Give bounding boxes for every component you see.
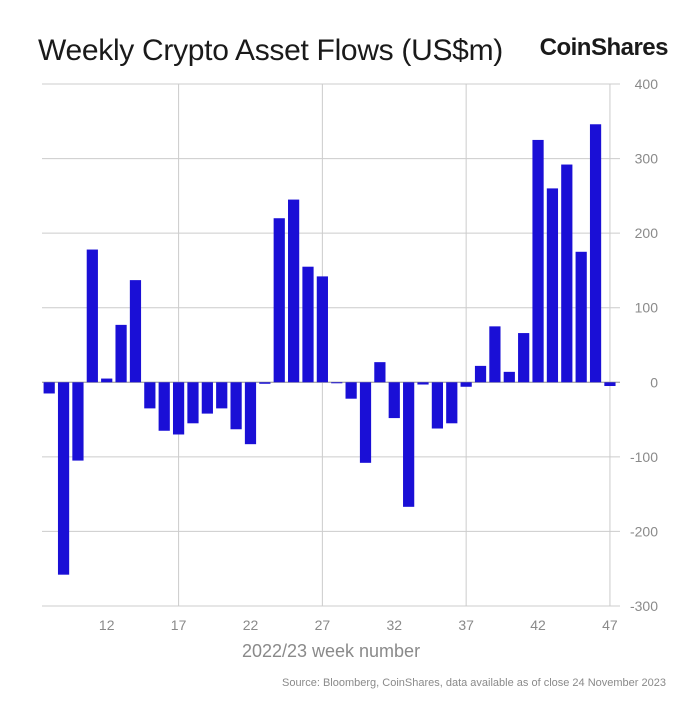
bar-week-47: [604, 382, 616, 387]
bar-week-17: [172, 382, 185, 435]
x-tick-label: 37: [458, 617, 474, 633]
y-tick-label: -200: [630, 523, 658, 539]
bar-week-27: [316, 276, 328, 383]
bar-week-22: [244, 382, 257, 445]
y-axis-ticks: 400 300 200 100 0 -100 -200 -300: [630, 76, 658, 614]
bar-week-33: [403, 382, 415, 507]
bar-week-9: [57, 382, 70, 575]
source-note: Source: Bloomberg, CoinShares, data avai…: [281, 677, 666, 689]
y-tick-label: 300: [635, 151, 659, 167]
bar-week-37: [460, 382, 472, 387]
x-axis-label: 2022/23 week number: [242, 641, 420, 661]
bar-week-23: [259, 382, 271, 384]
y-tick-label: -300: [630, 598, 658, 614]
bar-week-44: [561, 164, 573, 383]
bar-week-14: [129, 280, 142, 383]
x-tick-label: 47: [602, 617, 618, 633]
x-tick-label: 42: [530, 617, 546, 633]
bar-week-21: [230, 382, 242, 430]
bar-week-13: [115, 324, 127, 383]
x-tick-label: 27: [315, 617, 331, 633]
bar-week-30: [359, 382, 372, 463]
bar-week-18: [187, 382, 199, 424]
bar-week-39: [489, 326, 501, 383]
y-tick-label: 200: [635, 225, 659, 241]
y-tick-label: 100: [635, 300, 659, 316]
y-tick-label: 400: [635, 76, 659, 92]
chart-title: Weekly Crypto Asset Flows (US$m): [38, 34, 503, 67]
bar-week-19: [201, 382, 213, 414]
bar-week-8: [43, 382, 55, 394]
bar-week-29: [345, 382, 357, 399]
bar-week-41: [518, 333, 530, 383]
bar-week-24: [273, 218, 285, 383]
x-tick-label: 32: [386, 617, 402, 633]
bar-week-20: [216, 382, 228, 409]
bar-week-12: [101, 378, 113, 383]
bar-week-16: [158, 382, 170, 431]
bar-week-25: [288, 199, 300, 383]
x-axis-ticks: 12 17 22 27 32 37 42 47: [99, 617, 618, 633]
bar-week-10: [72, 382, 84, 461]
bars: [43, 124, 616, 575]
x-tick-label: 22: [243, 617, 259, 633]
bar-week-35: [431, 382, 444, 429]
y-tick-label: 0: [650, 374, 658, 390]
x-tick-label: 17: [171, 617, 187, 633]
bar-week-31: [374, 362, 386, 383]
bar-week-15: [144, 382, 156, 409]
bar-week-40: [503, 371, 515, 383]
bar-week-32: [388, 382, 400, 419]
bar-week-11: [86, 249, 98, 383]
bar-week-38: [474, 365, 487, 383]
bar-week-34: [417, 382, 429, 385]
coinshares-logo: CoinShares: [539, 34, 669, 61]
bar-week-43: [546, 188, 559, 383]
bar-week-36: [446, 382, 458, 424]
bar-week-46: [589, 124, 602, 383]
bar-week-42: [532, 139, 544, 383]
bar-week-45: [575, 251, 587, 383]
bar-week-28: [331, 382, 343, 384]
bar-week-26: [302, 266, 314, 383]
x-tick-label: 12: [99, 617, 115, 633]
y-tick-label: -100: [630, 449, 658, 465]
